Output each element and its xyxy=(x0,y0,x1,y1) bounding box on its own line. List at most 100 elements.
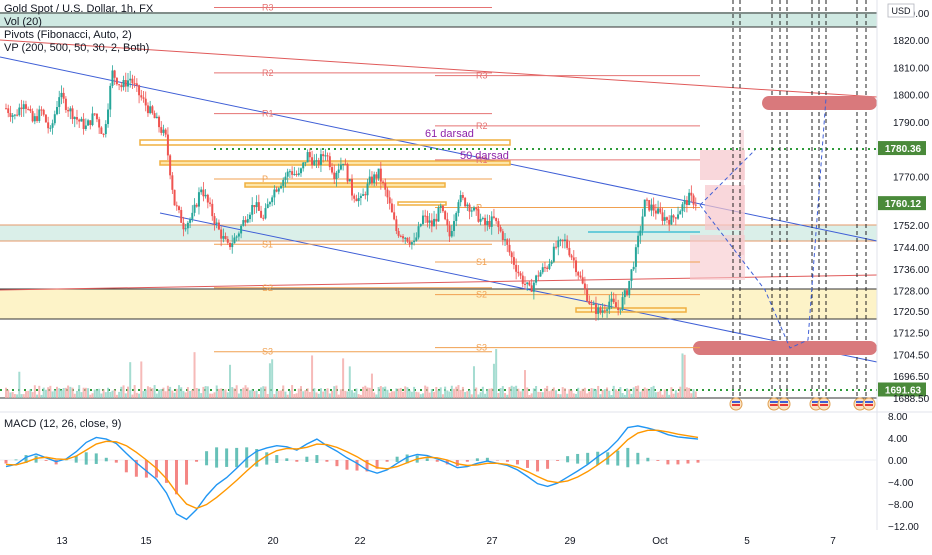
candle-body xyxy=(453,221,456,231)
macd-hist-bar xyxy=(395,456,399,462)
volume-bar xyxy=(217,388,220,398)
candle-body xyxy=(209,202,212,204)
volume-bar xyxy=(171,390,174,398)
volume-bar xyxy=(100,393,103,398)
x-tick-label: 5 xyxy=(744,536,750,547)
candle-body xyxy=(164,129,167,135)
volume-bar xyxy=(404,386,407,398)
volume-bar xyxy=(390,391,393,398)
volume-bar xyxy=(606,387,609,398)
candle-body xyxy=(661,212,664,221)
volume-bar xyxy=(242,387,245,398)
volume-bar xyxy=(519,391,522,398)
candle-body xyxy=(246,219,249,223)
volume-bar xyxy=(515,385,518,398)
volume-bar xyxy=(266,393,269,398)
event-badges[interactable] xyxy=(729,397,876,411)
volume-bar xyxy=(552,387,555,398)
volume-bar xyxy=(470,394,473,398)
y-tick-label: 1770.00 xyxy=(893,172,930,183)
macd-hist-bar xyxy=(616,450,620,466)
candle-body xyxy=(421,215,424,225)
candle-body xyxy=(694,204,697,206)
volume-bar xyxy=(683,354,686,398)
volume-bar xyxy=(402,391,405,398)
macd-pane xyxy=(0,425,877,521)
volume-bar xyxy=(62,387,65,398)
candle-body xyxy=(654,210,657,214)
volume-bar xyxy=(479,392,482,398)
volume-bar xyxy=(146,386,149,398)
y-tick-label: 1712.50 xyxy=(893,329,930,340)
volume-bar xyxy=(38,385,41,398)
candle-body xyxy=(69,108,72,112)
volume-bar xyxy=(293,394,296,398)
candle-body xyxy=(304,162,307,164)
candle-body xyxy=(293,173,296,175)
candle-body xyxy=(373,174,376,184)
event-flag-stripe xyxy=(732,401,740,403)
candle-body xyxy=(78,119,81,122)
volume-bar xyxy=(322,391,325,398)
candle-body xyxy=(144,98,147,106)
volume-bar xyxy=(155,393,158,398)
volume-bar xyxy=(359,394,362,398)
macd-axis[interactable]: 8.00 4.00 0.00 −4.00 −8.00 −12.00 xyxy=(888,412,919,533)
candle-body xyxy=(355,198,358,202)
macd-hist-bar xyxy=(144,460,148,478)
volume-bar xyxy=(535,386,538,398)
pivot-label: S1 xyxy=(476,257,487,267)
event-flag-stripe xyxy=(780,401,788,403)
legend-vol: Vol (20) xyxy=(4,16,42,28)
candle-body xyxy=(153,113,156,119)
volume-bar xyxy=(140,361,143,398)
candle-body xyxy=(75,117,78,120)
pivot-label: S2 xyxy=(262,283,273,293)
x-tick-label: 22 xyxy=(354,536,366,547)
volume-bar xyxy=(364,385,367,398)
candle-body xyxy=(226,238,229,243)
volume-bar xyxy=(353,392,356,398)
volume-bar xyxy=(492,363,495,398)
event-flag-stripe xyxy=(812,404,820,406)
legend-symbol: Gold Spot / U.S. Dollar, 1h, FX xyxy=(4,3,154,15)
candle-body xyxy=(437,207,440,222)
volume-bar xyxy=(475,387,478,398)
candle-body xyxy=(594,304,597,314)
volume-bar xyxy=(572,393,575,398)
volume-bar xyxy=(384,386,387,398)
candle-body xyxy=(11,115,14,117)
volume-bar xyxy=(120,386,123,398)
candle-body xyxy=(364,194,367,196)
time-axis[interactable]: 13 15 20 22 27 29 Oct 5 7 xyxy=(56,536,836,547)
volume-bar xyxy=(240,389,243,398)
volume-bar xyxy=(124,393,127,398)
volume-bar xyxy=(495,349,498,398)
y-tick-label: 1810.00 xyxy=(893,63,930,74)
candle-body xyxy=(24,104,27,109)
volume-bars xyxy=(5,349,697,398)
volume-bar xyxy=(284,391,287,398)
macd-tick-label: 4.00 xyxy=(888,434,908,445)
volume-bar xyxy=(186,387,189,398)
candle-body xyxy=(468,204,471,212)
candle-body xyxy=(492,216,495,218)
candle-body xyxy=(56,107,59,115)
candle-body xyxy=(406,237,409,242)
macd-hist-bar xyxy=(696,460,700,463)
candle-body xyxy=(184,228,187,230)
candle-body xyxy=(331,167,334,173)
volume-bar xyxy=(175,388,178,398)
volume-bar xyxy=(421,393,424,398)
macd-hist-bar xyxy=(215,447,219,468)
candle-body xyxy=(623,290,626,298)
candle-body xyxy=(191,212,194,220)
volume-bar xyxy=(226,392,229,398)
volume-bar xyxy=(229,364,232,398)
candle-body xyxy=(180,209,183,223)
candle-body xyxy=(20,107,23,110)
volume-bar xyxy=(621,393,624,398)
volume-bar xyxy=(617,391,620,398)
